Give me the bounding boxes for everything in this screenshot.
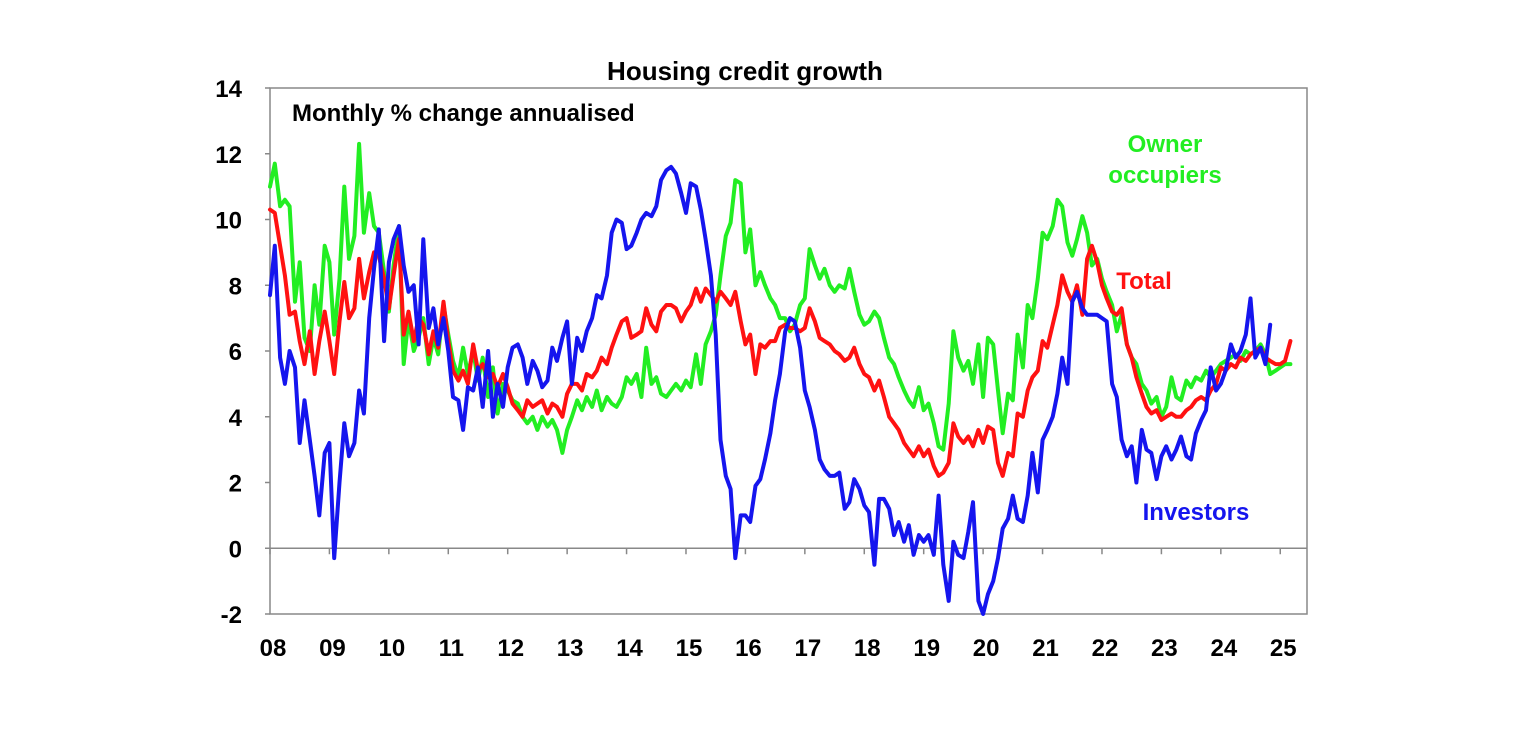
x-tick-label: 09 xyxy=(319,635,346,662)
series-label-owner-occupiers: Owner occupiers xyxy=(1108,131,1221,189)
x-tick-label: 13 xyxy=(557,635,584,662)
x-tick-label: 22 xyxy=(1092,635,1119,662)
x-tick-label: 10 xyxy=(379,635,406,662)
y-axis: -2 0 2 4 6 8 10 12 14 xyxy=(215,76,270,629)
x-tick-label: 14 xyxy=(616,635,643,662)
y-tick-label: 2 xyxy=(229,471,242,498)
series-label-line: Total xyxy=(1116,268,1172,295)
series-label-line: occupiers xyxy=(1108,162,1221,189)
x-tick-label: 21 xyxy=(1032,635,1059,662)
y-tick-label: 10 xyxy=(215,208,242,235)
x-tick-label: 17 xyxy=(794,635,821,662)
y-tick-label: 0 xyxy=(229,536,242,563)
x-tick-label: 24 xyxy=(1210,635,1237,662)
y-tick-label: 4 xyxy=(229,405,243,432)
series-label-line: Owner xyxy=(1128,131,1203,158)
chart-subtitle: Monthly % change annualised xyxy=(292,100,635,127)
x-tick-label: 18 xyxy=(854,635,881,662)
x-tick-label: 23 xyxy=(1151,635,1178,662)
y-tick-label: 12 xyxy=(215,142,242,169)
x-tick-label: 08 xyxy=(260,635,287,662)
y-tick-label: 14 xyxy=(215,76,242,103)
series-line-investors xyxy=(268,164,1273,616)
series-lines xyxy=(268,141,1293,616)
x-tick-label: 20 xyxy=(973,635,1000,662)
series-label-total: Total xyxy=(1116,268,1172,295)
y-tick-label: 6 xyxy=(229,339,242,366)
x-tick-label: 11 xyxy=(439,635,464,662)
y-tick-label: -2 xyxy=(221,602,242,629)
chart-title: Housing credit growth xyxy=(607,56,883,86)
series-label-line: Investors xyxy=(1143,499,1250,526)
x-tick-label: 19 xyxy=(913,635,940,662)
series-label-investors: Investors xyxy=(1143,499,1250,526)
x-tick-label: 12 xyxy=(497,635,524,662)
x-axis: 08 09 10 11 12 13 14 15 16 17 18 19 20 21 22 23 24 25 xyxy=(260,548,1297,662)
x-tick-label: 16 xyxy=(735,635,762,662)
x-tick-label: 15 xyxy=(676,635,703,662)
y-tick-label: 8 xyxy=(229,273,242,300)
series-labels: Owner occupiers Total Investors xyxy=(1108,131,1249,526)
plot-frame xyxy=(269,87,1308,615)
x-tick-label: 25 xyxy=(1270,635,1297,662)
